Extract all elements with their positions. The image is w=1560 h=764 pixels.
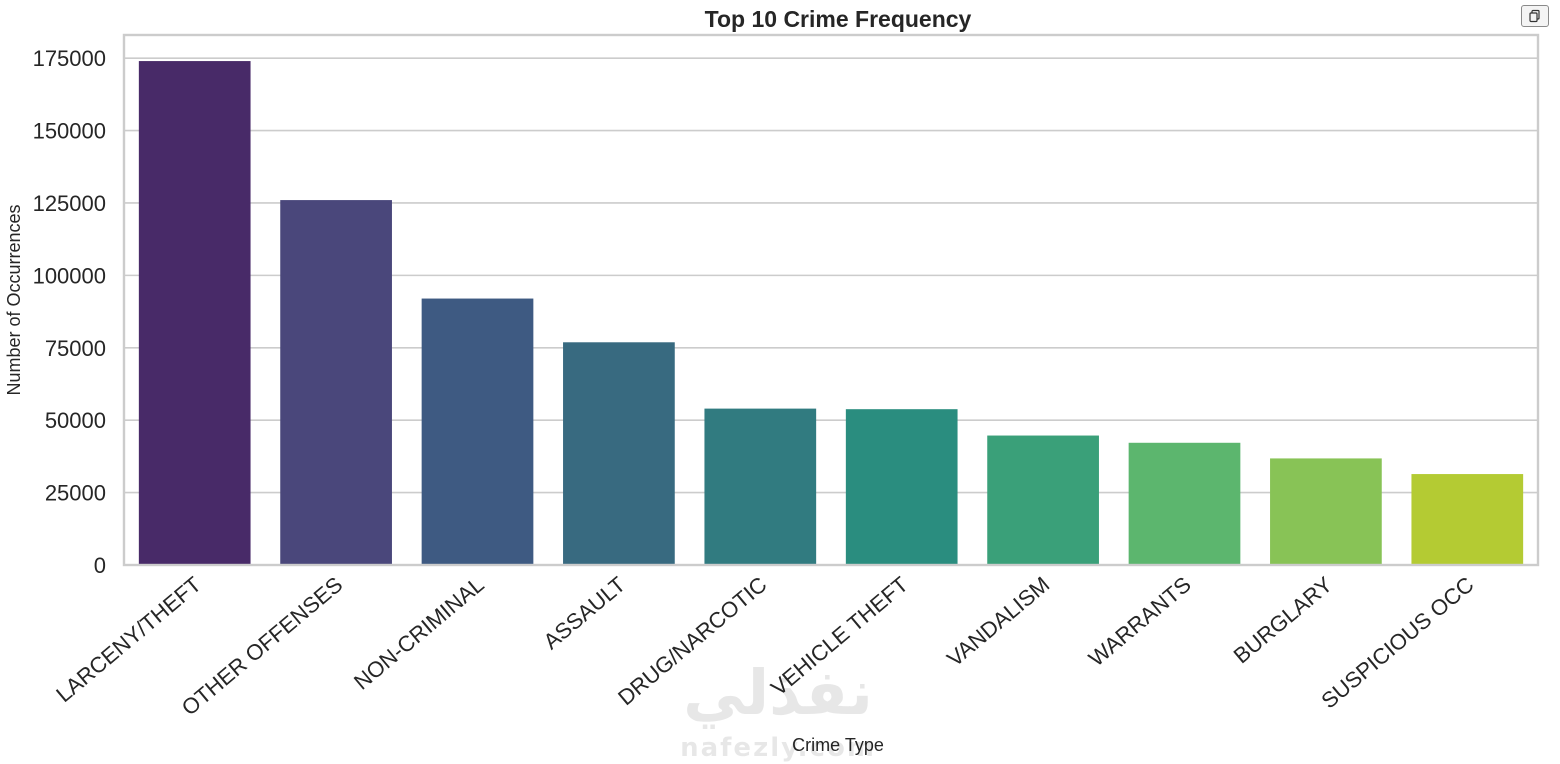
bar-vandalism: [987, 435, 1099, 565]
bar-burglary: [1270, 458, 1382, 565]
y-tick-label: 150000: [33, 119, 106, 144]
y-tick-label: 100000: [33, 263, 106, 288]
x-tick-label: BURGLARY: [1229, 571, 1338, 668]
x-tick-label: NON-CRIMINAL: [349, 572, 489, 695]
bar-assault: [563, 342, 675, 565]
x-tick-label: ASSAULT: [538, 572, 630, 655]
y-tick-label: 0: [94, 553, 106, 578]
x-tick-label: SUSPICIOUS OCC: [1316, 572, 1478, 714]
chart-title: Top 10 Crime Frequency: [705, 6, 972, 32]
watermark-text: نفذلي: [683, 656, 873, 729]
bars: [138, 61, 1524, 565]
plot-frame: [122, 33, 1540, 567]
x-tick-label: VANDALISM: [942, 572, 1054, 672]
bar-drug-narcotic: [704, 408, 817, 565]
copy-button[interactable]: [1521, 5, 1549, 27]
bar-other-offenses: [280, 200, 392, 565]
watermark-subtext: nafezly.com: [680, 733, 876, 763]
x-tick-label: OTHER OFFENSES: [177, 572, 348, 721]
bar-larceny-theft: [138, 61, 251, 565]
bar-vehicle-theft: [845, 409, 958, 565]
y-tick-label: 175000: [33, 46, 106, 71]
x-tick-label: WARRANTS: [1084, 572, 1196, 672]
copy-icon: [1529, 9, 1540, 23]
watermark: نفذلي nafezly.com: [680, 656, 876, 763]
y-tick-label: 25000: [45, 481, 106, 506]
y-tick-label: 50000: [45, 408, 106, 433]
y-tick-label: 125000: [33, 191, 106, 216]
bar-warrants: [1128, 442, 1241, 565]
y-axis-label: Number of Occurrences: [4, 204, 24, 395]
y-axis-ticks: 0 25000 50000 75000 100000 125000 150000 175000: [33, 46, 106, 578]
y-tick-label: 75000: [45, 336, 106, 361]
x-tick-label: LARCENY/THEFT: [51, 572, 206, 707]
bar-suspicious-occ: [1411, 474, 1524, 565]
bar-non-criminal: [421, 298, 534, 565]
x-axis-label: Crime Type: [792, 735, 884, 755]
